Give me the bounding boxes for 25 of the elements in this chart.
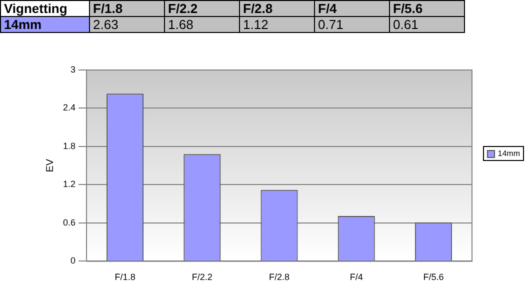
y-tick-label: 0.6 [62,217,76,228]
data-label: 1.12 [240,16,314,32]
x-tick-label: F/4 [350,272,363,282]
y-tick-label: 1.8 [62,140,76,151]
y-axis-title: EV [44,158,56,172]
text: 14mm [498,149,520,158]
category-label: F/5.6 [393,1,423,16]
y-tick-label: 0 [70,256,76,266]
text: 14mm [4,17,42,32]
data-label: 2.63 [90,16,164,32]
x-tick-label: F/2.2 [192,272,212,282]
data-label: 1.68 [164,16,240,32]
y-tick-label: 3 [70,64,76,74]
y-tick-label: 2.4 [62,102,76,113]
category-label: F/2.2 [168,1,198,16]
chart-title: Vignetting [0,0,90,16]
x-tick-label: F/5.6 [423,272,444,282]
y-tick-label: 1.2 [62,179,76,190]
x-tick-label: F/1.8 [114,272,136,282]
category-label: F/2.8 [243,1,273,16]
x-tick-label: F/2.8 [269,272,290,282]
data-label: 0.61 [390,16,464,32]
category-label: F/4 [318,1,337,16]
category-label: F/1.8 [93,1,123,16]
data-label: 0.71 [314,16,390,32]
